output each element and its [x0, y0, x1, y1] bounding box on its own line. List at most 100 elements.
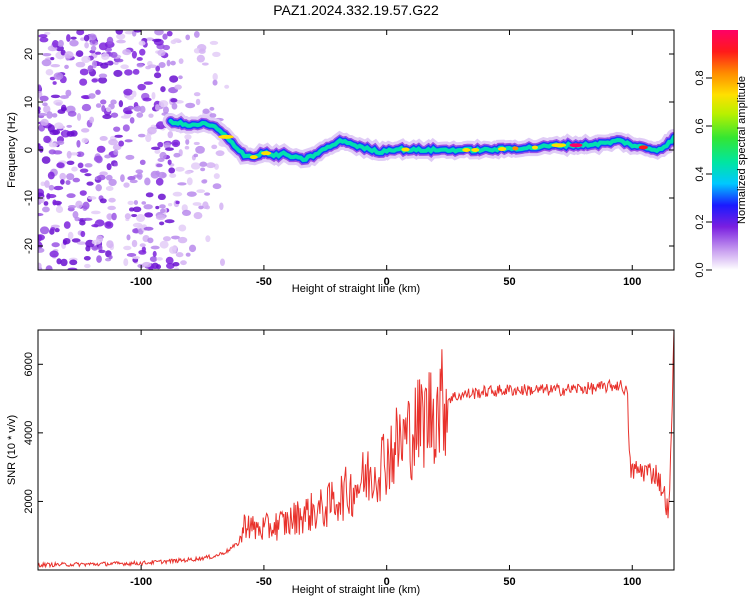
noise-speckle: [136, 112, 144, 118]
noise-speckle: [178, 75, 183, 80]
noise-speckle: [44, 31, 51, 36]
noise-speckle: [129, 207, 135, 212]
noise-speckle: [67, 267, 78, 270]
noise-speckle: [120, 115, 131, 119]
noise-speckle: [50, 227, 56, 231]
ridge-hotspot: [497, 146, 507, 151]
ridge-hotspot: [638, 145, 648, 150]
noise-speckle: [184, 145, 190, 150]
noise-speckle: [173, 267, 180, 270]
noise-speckle: [180, 260, 187, 266]
noise-speckle: [186, 177, 193, 186]
noise-speckle: [157, 141, 164, 148]
noise-speckle: [193, 92, 201, 97]
bottom-ytick-label: 4000: [23, 421, 35, 445]
noise-speckle: [125, 154, 135, 160]
noise-speckle: [84, 42, 89, 49]
noise-speckle: [52, 129, 61, 135]
noise-speckle: [100, 62, 109, 69]
noise-speckle: [38, 241, 43, 250]
noise-speckle: [71, 238, 81, 243]
noise-speckle: [65, 89, 72, 97]
ridge-hotspot: [512, 146, 519, 151]
noise-speckle: [224, 84, 230, 89]
noise-speckle: [84, 163, 93, 168]
noise-speckle: [170, 60, 176, 66]
noise-speckle: [75, 50, 84, 57]
noise-speckle: [108, 178, 117, 186]
noise-speckle: [75, 200, 83, 209]
noise-speckle: [124, 213, 131, 220]
noise-speckle: [168, 167, 176, 174]
noise-speckle: [122, 49, 132, 56]
top-ytick-label: 0: [23, 147, 35, 153]
noise-speckle: [127, 105, 134, 110]
noise-speckle: [90, 45, 97, 51]
noise-speckle: [143, 204, 153, 210]
colorbar-tick-label: 0.2: [694, 214, 706, 229]
noise-speckle: [60, 179, 65, 185]
noise-speckle: [88, 93, 96, 99]
ridge-hotspot: [401, 147, 410, 152]
noise-speckle: [136, 63, 144, 68]
noise-speckle: [154, 104, 160, 111]
noise-speckle: [63, 221, 71, 229]
noise-speckle: [185, 252, 191, 257]
noise-speckle: [91, 224, 99, 228]
noise-speckle: [212, 51, 221, 58]
noise-speckle: [48, 142, 58, 148]
noise-speckle: [57, 39, 64, 48]
noise-speckle: [212, 79, 218, 86]
bottom-xtick-label: 50: [503, 576, 515, 588]
noise-speckle: [174, 84, 182, 90]
noise-speckle: [40, 181, 46, 187]
noise-speckle: [173, 152, 181, 158]
noise-speckle: [142, 261, 152, 268]
noise-speckle: [52, 81, 57, 85]
noise-speckle: [66, 34, 71, 42]
noise-speckle: [72, 177, 81, 183]
frequency-ridge: [162, 111, 674, 169]
noise-speckle: [105, 221, 112, 227]
noise-speckle: [212, 73, 218, 81]
noise-speckle: [99, 136, 108, 141]
noise-speckle: [137, 133, 146, 138]
noise-speckle: [124, 69, 133, 76]
bottom-xtick-label: 100: [623, 576, 641, 588]
snr-plot-frame: [37, 329, 675, 571]
noise-speckle: [108, 255, 113, 260]
noise-speckle: [155, 177, 164, 186]
bottom-xtick-label: 0: [384, 576, 390, 588]
noise-speckle: [211, 144, 218, 150]
noise-speckle: [171, 139, 181, 148]
noise-speckle: [209, 40, 219, 45]
noise-speckle: [55, 140, 65, 145]
noise-speckle: [105, 106, 112, 113]
noise-speckle: [62, 237, 71, 245]
colorbar-ticks: 0.0 0.2 0.4 0.6 0.8: [694, 70, 712, 278]
noise-speckle: [123, 88, 133, 96]
noise-speckle: [98, 42, 108, 51]
noise-speckle: [81, 137, 89, 144]
noise-speckle: [52, 39, 59, 48]
ridge-hotspot: [551, 143, 567, 148]
noise-speckle: [39, 37, 49, 43]
noise-speckle: [152, 250, 157, 258]
noise-speckle: [147, 237, 154, 244]
noise-speckle: [79, 78, 88, 86]
noise-speckle: [169, 173, 177, 178]
noise-speckle: [120, 64, 129, 70]
top-xtick-label: 100: [623, 276, 641, 288]
noise-speckle: [52, 113, 58, 118]
noise-speckle: [204, 205, 211, 210]
top-x-axis-label: Height of straight line (km): [292, 283, 420, 295]
noise-speckle: [69, 152, 79, 156]
noise-speckle: [79, 220, 86, 226]
noise-speckle: [55, 45, 64, 52]
top-x-axis-ticks: -100 -50 0 50 100: [130, 30, 641, 288]
noise-speckle: [42, 52, 52, 57]
colorbar: 0.0 0.2 0.4 0.6 0.8 Normalized spectral ampl…: [694, 30, 748, 278]
noise-speckle: [102, 114, 112, 120]
noise-speckle: [136, 214, 146, 223]
noise-speckle: [124, 139, 133, 143]
